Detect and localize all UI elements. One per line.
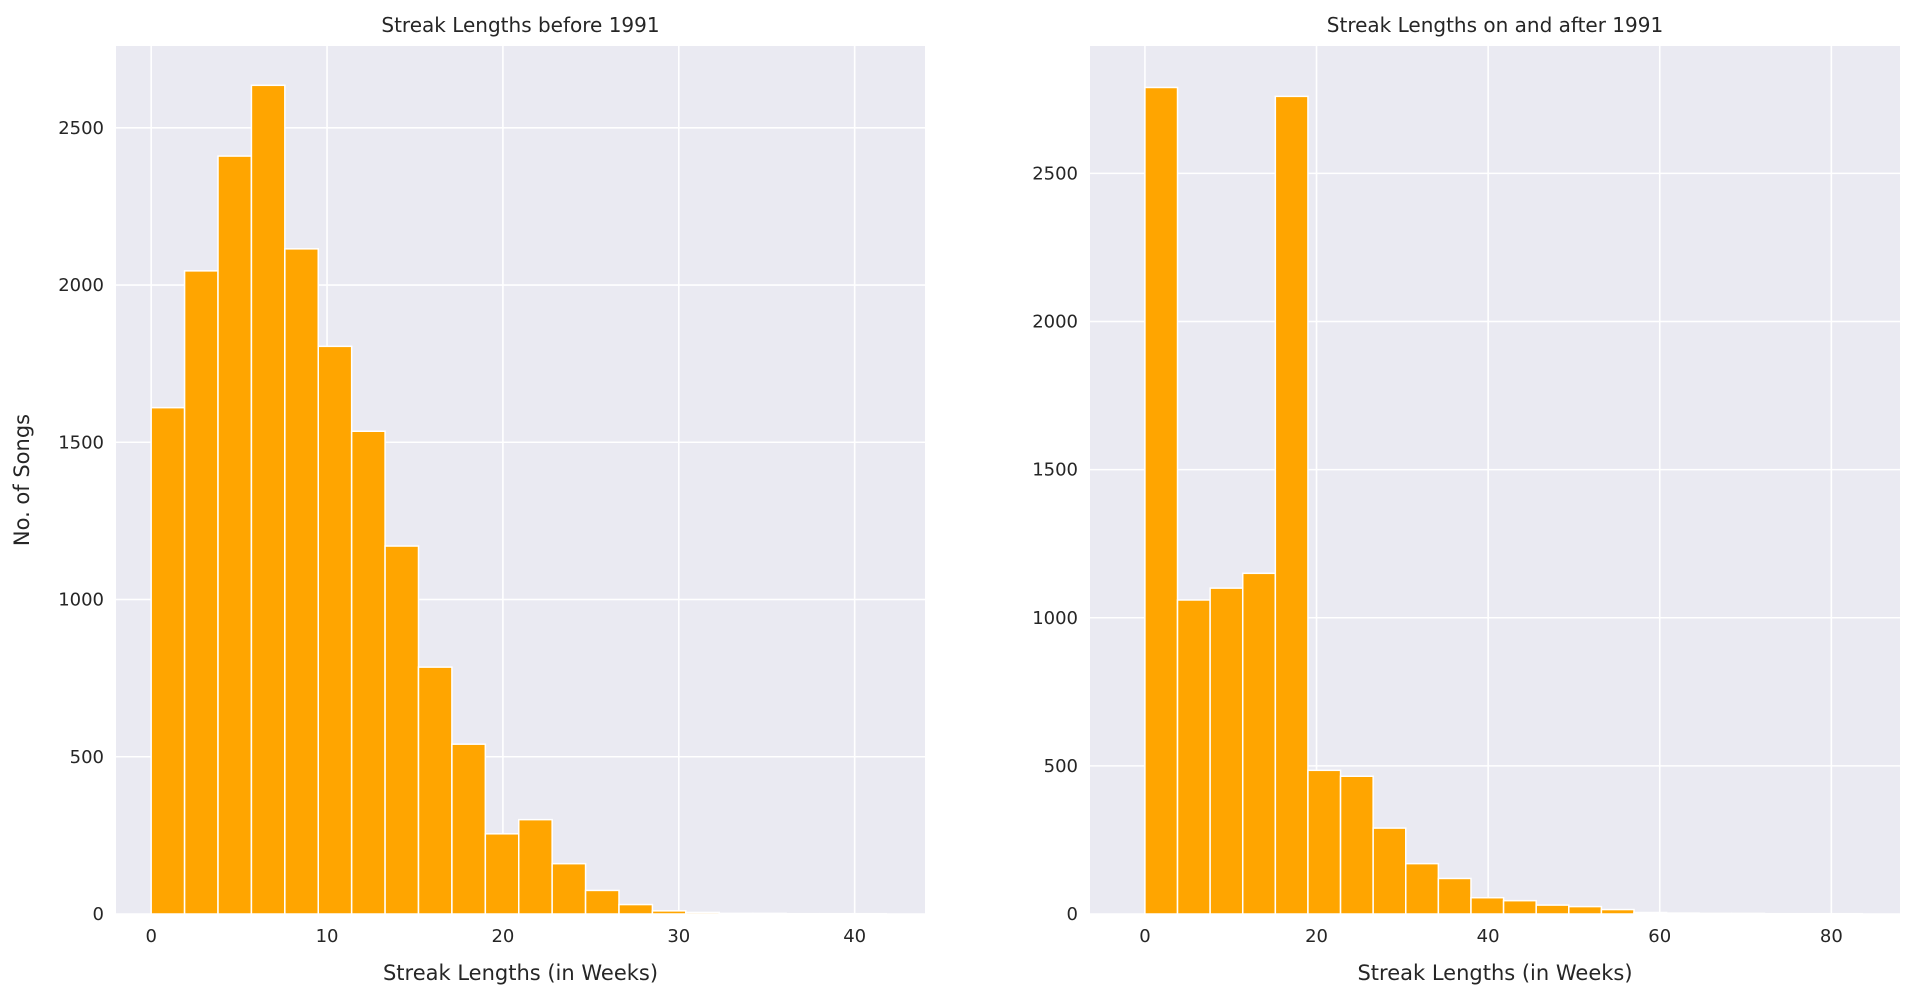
x-axis-label: Streak Lengths (in Weeks) [1357, 961, 1632, 985]
histogram-bar [451, 743, 487, 915]
histogram-bar [1535, 904, 1570, 915]
histogram-bar [417, 666, 453, 915]
histogram-bar [1176, 599, 1211, 915]
histogram-bar [250, 84, 286, 915]
histogram-bar [150, 406, 186, 915]
histogram-bar [183, 270, 219, 915]
x-tick-label: 60 [1648, 926, 1671, 947]
y-tick-label: 2000 [58, 275, 104, 296]
histogram-bar [1209, 587, 1244, 915]
x-tick-label: 80 [1820, 926, 1843, 947]
y-tick-label: 2000 [1032, 312, 1078, 333]
chart-title: Streak Lengths on and after 1991 [1327, 13, 1663, 37]
histogram-bar [1470, 896, 1505, 915]
chart-title: Streak Lengths before 1991 [381, 13, 659, 37]
histogram-bar [551, 862, 587, 915]
histogram-bar [384, 545, 420, 915]
histogram-bar [651, 910, 687, 915]
histogram-bar [1405, 862, 1440, 915]
y-tick-label: 1000 [58, 590, 104, 611]
x-tick-label: 40 [843, 926, 866, 947]
histogram-bar [1502, 899, 1537, 915]
x-tick-label: 0 [145, 926, 156, 947]
histogram-bar [618, 903, 654, 915]
y-tick-label: 1000 [1032, 608, 1078, 629]
histogram-bar [1372, 827, 1407, 915]
histogram-bar [1437, 877, 1472, 915]
y-tick-label: 1500 [58, 432, 104, 453]
histogram-bar [1731, 912, 1766, 915]
y-tick-label: 500 [1044, 756, 1078, 777]
x-tick-label: 0 [1139, 926, 1150, 947]
y-tick-label: 0 [93, 904, 104, 925]
x-axis-label: Streak Lengths (in Weeks) [383, 961, 658, 985]
histogram-bar [350, 430, 386, 915]
histogram-bar [1241, 572, 1277, 915]
histogram-bar [284, 248, 319, 915]
histogram-bar [718, 912, 754, 915]
histogram-bar [1307, 769, 1342, 915]
y-tick-label: 2500 [58, 118, 104, 139]
x-tick-label: 20 [1305, 926, 1328, 947]
histogram-bar [517, 818, 553, 915]
histogram-bar [1274, 95, 1309, 915]
histogram-before-1991: 0 10 20 30 40 0 500 1000 1500 2000 2500 Streak Len… [10, 13, 925, 985]
histogram-bar [1339, 775, 1374, 915]
y-tick-label: 500 [70, 747, 104, 768]
y-tick-label: 0 [1067, 904, 1078, 925]
histogram-bar [317, 345, 353, 915]
x-tick-label: 40 [1477, 926, 1500, 947]
histogram-bar [751, 912, 787, 915]
histogram-bar [1665, 912, 1700, 915]
histogram-bar [1144, 86, 1179, 915]
x-tick-label: 30 [667, 926, 690, 947]
y-axis-label: No. of Songs [10, 414, 34, 546]
histogram-bar [685, 911, 720, 915]
histogram-bar [1568, 905, 1603, 915]
histogram-bar [1698, 912, 1733, 915]
y-tick-label: 2500 [1032, 163, 1078, 184]
histogram-bar [217, 155, 253, 915]
x-tick-label: 20 [491, 926, 514, 947]
histogram-bar [484, 833, 520, 915]
histogram-on-and-after-1991: 0 20 40 60 80 0 500 1000 1500 2000 2500 Streak Len… [1032, 13, 1900, 985]
histogram-bar [584, 889, 620, 915]
histogram-bar [1633, 911, 1668, 915]
y-tick-label: 1500 [1032, 460, 1078, 481]
x-tick-label: 10 [316, 926, 339, 947]
histogram-bar [1600, 908, 1635, 915]
